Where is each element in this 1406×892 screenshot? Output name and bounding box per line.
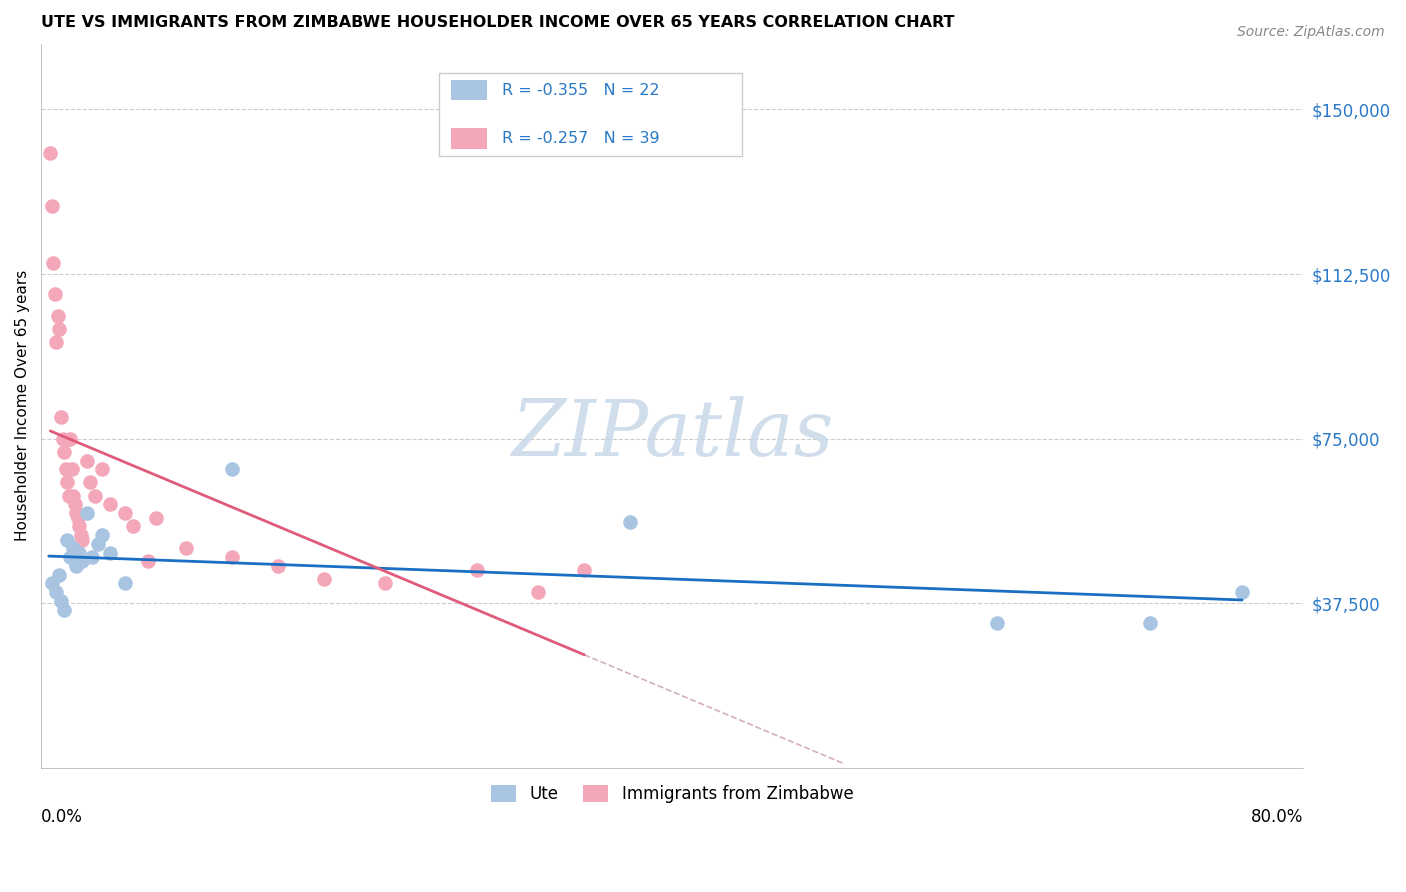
Point — [39, 146, 62, 161]
Point — [136, 554, 159, 568]
FancyBboxPatch shape — [439, 72, 741, 156]
Bar — [451, 128, 486, 149]
Point — [65, 558, 87, 573]
Point — [176, 541, 198, 556]
Point — [72, 533, 94, 547]
Point — [80, 550, 103, 565]
Point — [76, 453, 98, 467]
Point — [53, 603, 76, 617]
Point — [41, 199, 63, 213]
Point — [59, 550, 82, 565]
Point — [70, 528, 93, 542]
Point — [58, 489, 80, 503]
Point — [48, 567, 70, 582]
Point — [1139, 615, 1161, 630]
Point — [114, 576, 136, 591]
Text: R = -0.257   N = 39: R = -0.257 N = 39 — [502, 131, 659, 146]
Point — [45, 585, 67, 599]
Point — [986, 615, 1008, 630]
Point — [45, 334, 67, 349]
Point — [527, 585, 550, 599]
Point — [60, 462, 83, 476]
Point — [44, 286, 66, 301]
Point — [465, 563, 488, 577]
Point — [114, 506, 136, 520]
Bar — [451, 80, 486, 100]
Y-axis label: Householder Income Over 65 years: Householder Income Over 65 years — [15, 270, 30, 541]
Point — [267, 558, 290, 573]
Point — [67, 546, 90, 560]
Point — [62, 489, 84, 503]
Point — [62, 541, 84, 556]
Point — [41, 576, 63, 591]
Text: 0.0%: 0.0% — [41, 807, 83, 825]
Point — [314, 572, 336, 586]
Point — [98, 497, 121, 511]
Text: ZIPatlas: ZIPatlas — [510, 396, 834, 473]
Point — [374, 576, 396, 591]
Point — [574, 563, 596, 577]
Point — [91, 462, 114, 476]
Point — [76, 506, 98, 520]
Text: 80.0%: 80.0% — [1251, 807, 1303, 825]
Point — [65, 506, 87, 520]
Point — [53, 444, 76, 458]
Point — [87, 537, 110, 551]
Point — [49, 409, 72, 424]
Legend: Ute, Immigrants from Zimbabwe: Ute, Immigrants from Zimbabwe — [484, 779, 860, 810]
Point — [48, 322, 70, 336]
Point — [56, 475, 79, 490]
Point — [63, 497, 86, 511]
Text: Source: ZipAtlas.com: Source: ZipAtlas.com — [1237, 25, 1385, 39]
Point — [145, 510, 167, 524]
Text: UTE VS IMMIGRANTS FROM ZIMBABWE HOUSEHOLDER INCOME OVER 65 YEARS CORRELATION CHA: UTE VS IMMIGRANTS FROM ZIMBABWE HOUSEHOL… — [41, 15, 955, 30]
Point — [59, 432, 82, 446]
Point — [619, 515, 641, 529]
Point — [42, 256, 65, 270]
Point — [98, 546, 121, 560]
Point — [1230, 585, 1253, 599]
Point — [46, 309, 69, 323]
Point — [55, 462, 77, 476]
Point — [51, 432, 73, 446]
Point — [91, 528, 114, 542]
Point — [122, 519, 145, 533]
Point — [79, 475, 101, 490]
Point — [221, 462, 243, 476]
Point — [221, 550, 243, 565]
Text: R = -0.355   N = 22: R = -0.355 N = 22 — [502, 82, 659, 97]
Point — [56, 533, 79, 547]
Point — [67, 519, 90, 533]
Point — [66, 510, 89, 524]
Point — [49, 594, 72, 608]
Point — [83, 489, 105, 503]
Point — [72, 554, 94, 568]
